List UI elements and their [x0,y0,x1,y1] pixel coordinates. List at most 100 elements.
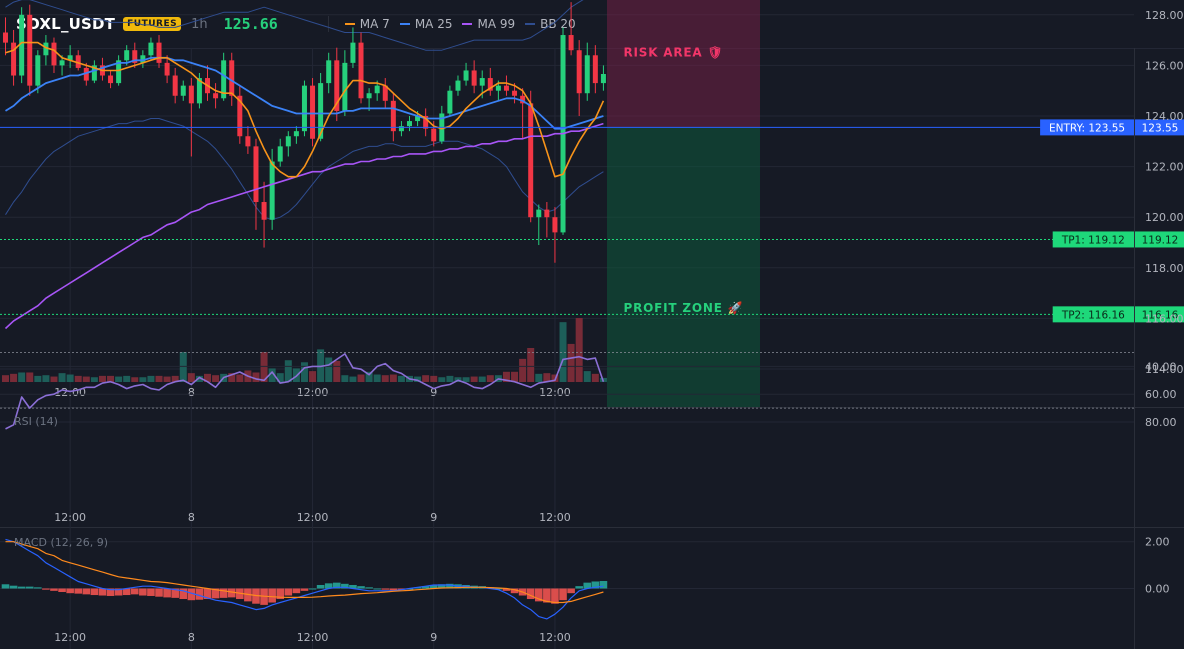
candle-body [544,209,550,218]
candle-body [342,62,348,111]
legend-ma99[interactable]: MA 99 [462,17,515,31]
macd-hist-bar [292,588,301,594]
volume-bar [591,373,599,382]
legend-ma7-label: MA 7 [359,17,390,31]
macd-hist-bar [373,588,381,590]
risk-area-label: RISK AREA 🛡 [623,46,723,60]
volume-bar [90,377,98,382]
candle-body [479,78,485,86]
volume-bar [300,362,308,382]
volume-bar [559,322,567,382]
macd-hist-bar [365,587,373,589]
macd-hist-bar [147,588,155,596]
candle-body [261,202,267,220]
volume-bar [212,375,220,382]
candle-body [447,90,453,114]
rsi-axis-tick: 80.00 [1145,416,1177,429]
macd-hist-bar [397,588,406,590]
time-axis-tick: 8 [188,631,195,644]
candle-body [512,90,518,96]
time-axis-tick: 12:00 [54,386,86,399]
legend-bb20[interactable]: BB 20 [525,17,576,31]
volume-bar [26,372,34,382]
candle-body [164,62,170,76]
tp2-axis-label: 116.16 [1142,309,1179,321]
tp2-tag-label: TP2: 116.16 [1061,309,1125,321]
rsi-title: RSI (14) [14,415,58,428]
candle-body [180,85,186,96]
macd-hist-bar [227,588,236,598]
candle-body [487,78,493,91]
candle-body [213,93,219,99]
volume-bar [42,375,50,382]
volume-bar [82,376,90,382]
candle-body [350,42,356,63]
volume-bar [357,374,365,382]
macd-hist-bar [316,584,325,589]
macd-hist-bar [534,588,543,602]
candle-body [407,121,412,127]
macd-hist-bar [421,586,430,589]
candle-body [358,42,364,99]
macd-hist-bar [438,584,446,589]
legend-ma7[interactable]: MA 7 [344,17,390,31]
volume-bar [179,352,187,382]
volume-bar [349,376,357,382]
candle-body [415,116,421,122]
volume-bar [50,376,58,382]
candle-body [148,42,154,56]
price-axis-tick: 116.00 [1145,312,1184,325]
risk-zone [607,0,760,128]
macd-line [5,538,604,620]
volume-bar [10,373,18,382]
volume-bar [430,375,438,382]
macd-hist-bar [195,588,204,600]
macd-hist-bar [17,586,26,589]
price-axis-tick: 128.00 [1145,9,1184,22]
macd-hist-bar [381,588,390,590]
tp1-axis-tag [1135,231,1184,248]
tp1-axis-label: 119.12 [1142,234,1179,246]
volume-bar [252,372,260,382]
timeframe-label[interactable]: 1h [191,16,208,32]
volume-bar [155,375,163,382]
tp2-axis-tag [1135,306,1184,323]
candle-body [51,42,57,66]
macd-hist-bar [389,588,398,591]
macd-hist-bar [34,587,42,589]
candle-body [253,146,259,203]
candle-body [277,146,283,162]
candle-body [326,60,332,84]
volume-bar [519,358,527,382]
volume-bar [107,375,115,382]
symbol-name[interactable]: SOXL_USDT [16,15,116,33]
candle-body [140,55,146,63]
time-axis-tick: 9 [430,631,437,644]
macd-hist-bar [42,588,50,590]
candle-body [229,60,235,96]
time-axis-tick: 12:00 [297,631,329,644]
candle-body [75,55,81,68]
macd-hist-bar [357,586,365,589]
legend-ma25[interactable]: MA 25 [399,17,452,31]
macd-hist-bar [543,588,551,603]
macd-hist-bar [429,584,438,589]
volume-bar [18,372,26,382]
price-axis-tick: 122.00 [1145,161,1184,174]
ma99-line [4,122,604,330]
legend-bb20-label: BB 20 [540,17,576,31]
macd-hist-bar [324,583,333,589]
price-axis-tick: 124.00 [1145,110,1184,123]
candle-body [576,50,582,94]
time-axis-tick: 9 [430,511,437,524]
candle-body [568,35,574,51]
candle-body [463,70,469,81]
candle-body [124,50,130,61]
macd-hist-bar [187,588,196,601]
volume-bar [462,377,470,382]
macd-hist-bar [413,587,422,589]
macd-hist-bar [284,588,293,596]
macd-hist-bar [90,588,99,596]
macd-signal-line [5,541,604,604]
